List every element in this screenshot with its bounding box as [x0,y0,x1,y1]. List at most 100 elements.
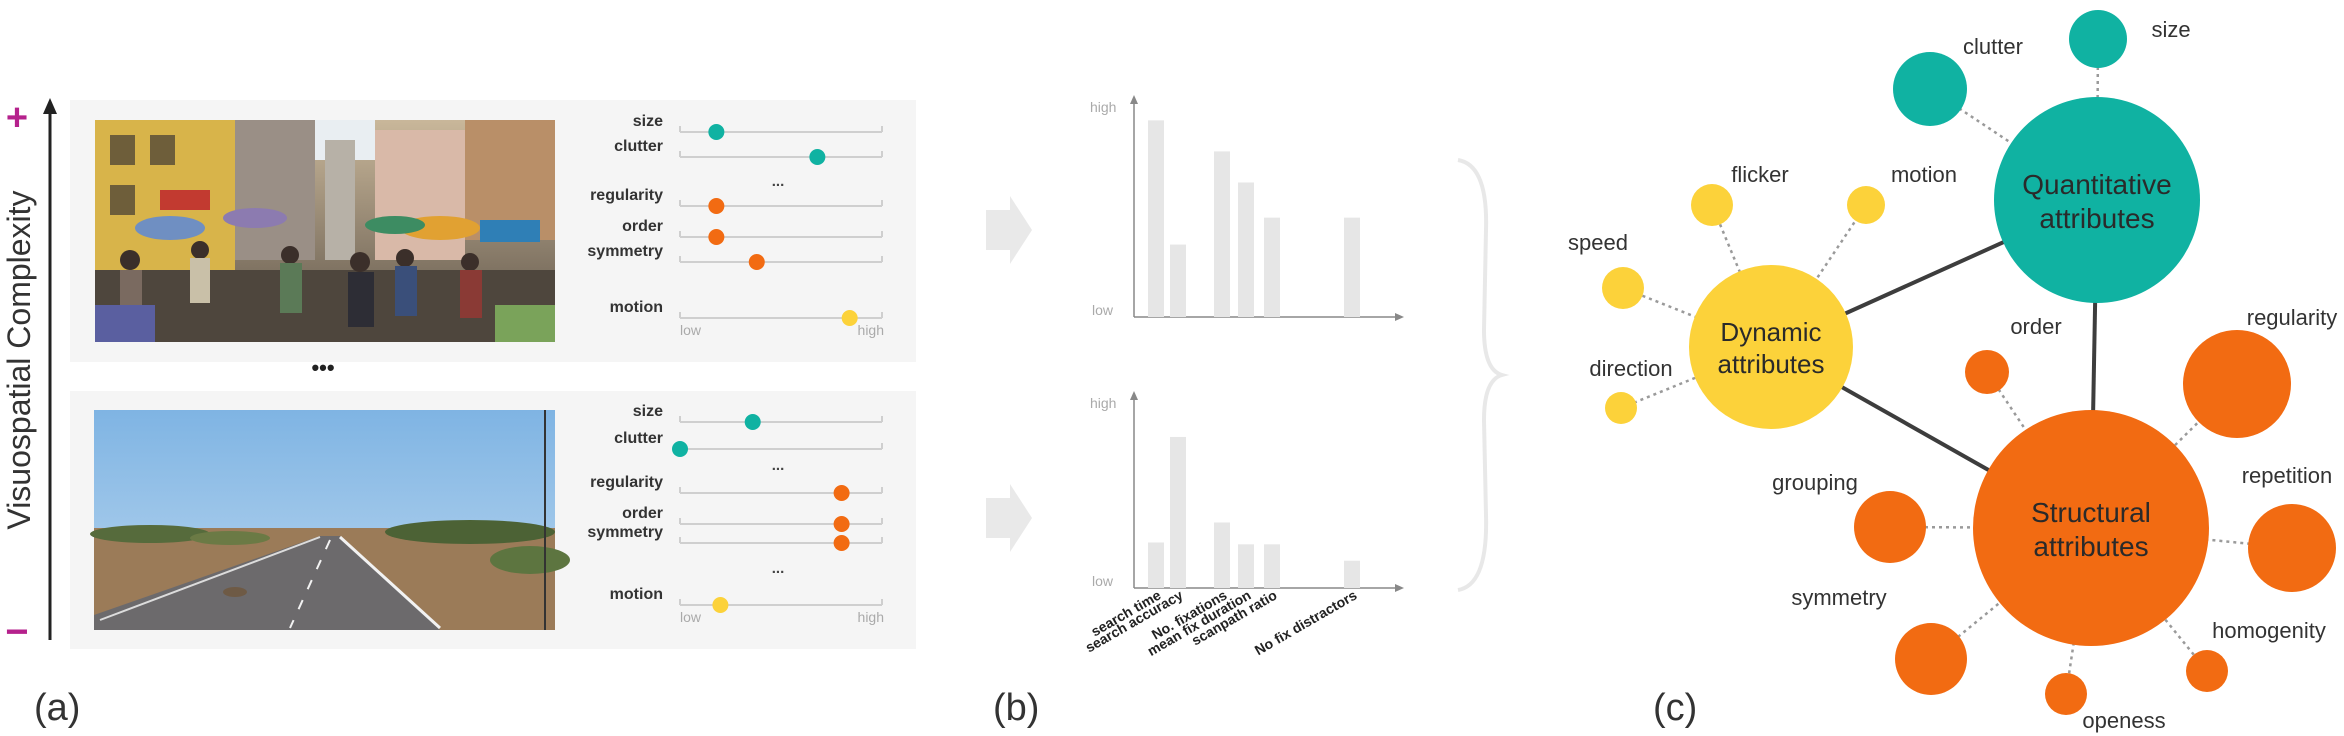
hub-node [1994,97,2200,303]
arrow-right-top [986,196,1032,264]
leaf-node [1691,184,1733,226]
bar [1264,217,1280,317]
attribute-network: clutter size flicker motion speed direction or… [1568,10,2337,733]
leaf-node [1605,392,1637,424]
leaf-label: clutter [1963,34,2023,59]
road-photo [90,410,570,630]
street-photo [95,120,555,342]
leaf-node [1854,491,1926,563]
slider-knob[interactable] [809,149,826,165]
minus-sign: − [5,610,28,654]
slider-label: symmetry [587,243,663,260]
leaf-label: symmetry [1791,585,1886,610]
hub-label-line2: attributes [2033,531,2148,562]
slider-knob[interactable] [833,516,850,532]
slider-knob[interactable] [708,229,725,245]
leaf-node [2069,10,2127,68]
slider-label: clutter [614,430,663,447]
hub-node [1973,410,2209,646]
slider-label: regularity [590,474,663,491]
slider-ellipsis: ... [772,173,785,190]
axis-low-label: low [1092,302,1114,318]
bar [1214,151,1230,317]
panel-c: (c) clutter size flicker motion speed directi… [1568,10,2337,733]
leaf-label: motion [1891,162,1957,187]
slider-label: clutter [614,138,663,155]
slider-label: size [633,113,663,130]
slider-panels: size clutter... regularity order symmetry mot… [587,113,884,625]
leaf-node [1602,267,1644,309]
leaf-label: repetition [2242,463,2333,488]
leaf-label: flicker [1731,162,1788,187]
slider-ellipsis: ... [772,457,785,474]
x-axis-arrow [1395,313,1404,321]
leaf-label: size [2151,17,2190,42]
axis-high-label: high [1090,99,1116,115]
bar [1238,182,1254,317]
slider-knob[interactable] [672,441,688,457]
leaf-label: homogenity [2212,618,2326,643]
leaf-node [1893,52,1967,126]
leaf-node [1847,186,1885,224]
panel-a: (a) + − Visuospatial Complexity [1,97,916,729]
row-separator-ellipsis: ••• [311,355,334,380]
leaf-node [2183,330,2291,438]
slider-label: order [622,505,663,522]
complexity-axis-arrow [43,98,57,114]
slider-knob[interactable] [708,124,725,140]
slider-label: order [622,218,663,235]
slider-scale-low: low [680,609,702,625]
slider-knob[interactable] [841,310,858,326]
y-axis-arrow [1130,391,1138,400]
slider-label: motion [610,586,663,603]
panel-c-label: (c) [1653,687,1697,729]
leaf-label: openess [2082,708,2165,733]
panel-b-label: (b) [993,687,1039,729]
slider-scale-high: high [858,609,884,625]
slider-knob[interactable] [712,597,729,613]
bar [1148,120,1164,317]
slider-label: size [633,403,663,420]
leaf-label: speed [1568,230,1628,255]
x-axis-arrow [1395,584,1404,592]
leaf-node [1895,623,1967,695]
slider-label: symmetry [587,524,663,541]
leaf-label: regularity [2247,305,2337,330]
bar [1148,542,1164,588]
brace [1457,158,1510,592]
bar [1238,544,1254,588]
bar [1264,544,1280,588]
bar [1344,560,1360,588]
plus-sign: + [6,97,28,139]
leaf-node [2186,650,2228,692]
bar [1170,436,1186,588]
axis-high-label: high [1090,395,1116,411]
slider-knob[interactable] [833,535,850,551]
hub-label-line2: attributes [1718,349,1825,379]
arrow-right-bottom [986,484,1032,552]
leaf-label: grouping [1772,470,1858,495]
slider-ellipsis: ... [772,560,785,577]
hub-label-line1: Quantitative [2022,169,2171,200]
leaf-label: order [2010,314,2061,339]
slider-knob[interactable] [748,254,765,270]
slider-knob[interactable] [833,485,850,501]
leaf-node [2045,673,2087,715]
slider-label: regularity [590,187,663,204]
hub-label-line1: Structural [2031,497,2151,528]
slider-knob[interactable] [744,414,761,430]
bar [1214,522,1230,588]
slider-label: motion [610,299,663,316]
leaf-node [2248,504,2336,592]
slider-knob[interactable] [708,198,725,214]
slider-scale-high: high [858,322,884,338]
bar [1170,244,1186,317]
hub-label-line1: Dynamic [1720,317,1821,347]
panel-a-label: (a) [34,687,80,729]
slider-scale-low: low [680,322,702,338]
leaf-label: direction [1589,356,1672,381]
y-axis-arrow [1130,95,1138,104]
